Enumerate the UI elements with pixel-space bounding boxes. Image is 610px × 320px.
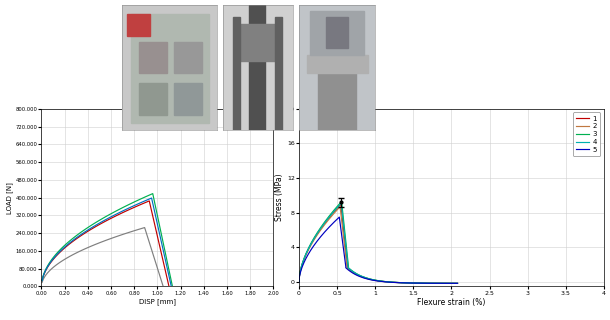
3 — [295, 280, 303, 284]
Bar — [174, 84, 203, 115]
4 — [295, 280, 303, 284]
4 — [454, 281, 461, 285]
2 — [337, 205, 344, 209]
Y-axis label: LOAD [N]: LOAD [N] — [6, 182, 13, 213]
5 — [303, 254, 310, 258]
Line: 3: 3 — [299, 202, 458, 283]
2 — [310, 238, 317, 242]
Bar — [310, 11, 364, 55]
5 — [300, 261, 307, 265]
3 — [304, 248, 311, 252]
1 — [454, 281, 461, 285]
Bar — [174, 42, 203, 74]
1 — [337, 202, 345, 206]
2 — [451, 281, 459, 285]
1 — [295, 280, 303, 284]
Line: 4: 4 — [299, 203, 458, 283]
Line: 5: 5 — [299, 217, 458, 283]
Bar — [139, 84, 167, 115]
1 — [337, 202, 345, 206]
3 — [451, 281, 459, 285]
Bar — [275, 17, 282, 130]
Bar — [306, 55, 367, 74]
2 — [304, 250, 311, 254]
Bar — [127, 13, 150, 36]
2 — [298, 264, 306, 268]
2 — [295, 280, 303, 284]
1 — [300, 258, 307, 262]
3 — [454, 281, 461, 285]
4 — [304, 249, 311, 253]
Bar — [139, 42, 167, 74]
X-axis label: DISP [mm]: DISP [mm] — [139, 298, 176, 305]
3 — [338, 200, 345, 204]
Bar — [240, 24, 275, 61]
5 — [336, 215, 343, 219]
2 — [337, 205, 344, 209]
4 — [298, 263, 306, 267]
3 — [298, 263, 306, 267]
5 — [295, 280, 303, 284]
Bar — [131, 13, 209, 123]
4 — [310, 236, 318, 240]
2 — [454, 281, 461, 285]
Y-axis label: Stress (MPa): Stress (MPa) — [275, 174, 284, 221]
5 — [310, 244, 317, 248]
4 — [451, 281, 459, 285]
Bar — [326, 17, 348, 48]
Bar — [249, 5, 265, 130]
2 — [300, 259, 307, 262]
Bar — [233, 17, 240, 130]
4 — [337, 201, 345, 205]
1 — [298, 263, 306, 267]
1 — [304, 249, 311, 253]
Legend: 1, 2, 3, 4, 5: 1, 2, 3, 4, 5 — [573, 112, 600, 156]
5 — [298, 266, 306, 270]
1 — [451, 281, 459, 285]
3 — [300, 257, 307, 261]
1 — [310, 237, 318, 241]
4 — [337, 201, 345, 205]
4 — [300, 258, 307, 261]
X-axis label: Flexure strain (%): Flexure strain (%) — [417, 298, 486, 307]
Line: 1: 1 — [299, 204, 458, 283]
5 — [336, 215, 343, 219]
Bar — [318, 74, 356, 130]
Line: 2: 2 — [299, 207, 458, 283]
3 — [338, 200, 345, 204]
3 — [310, 236, 318, 239]
5 — [454, 281, 461, 285]
5 — [451, 281, 459, 285]
